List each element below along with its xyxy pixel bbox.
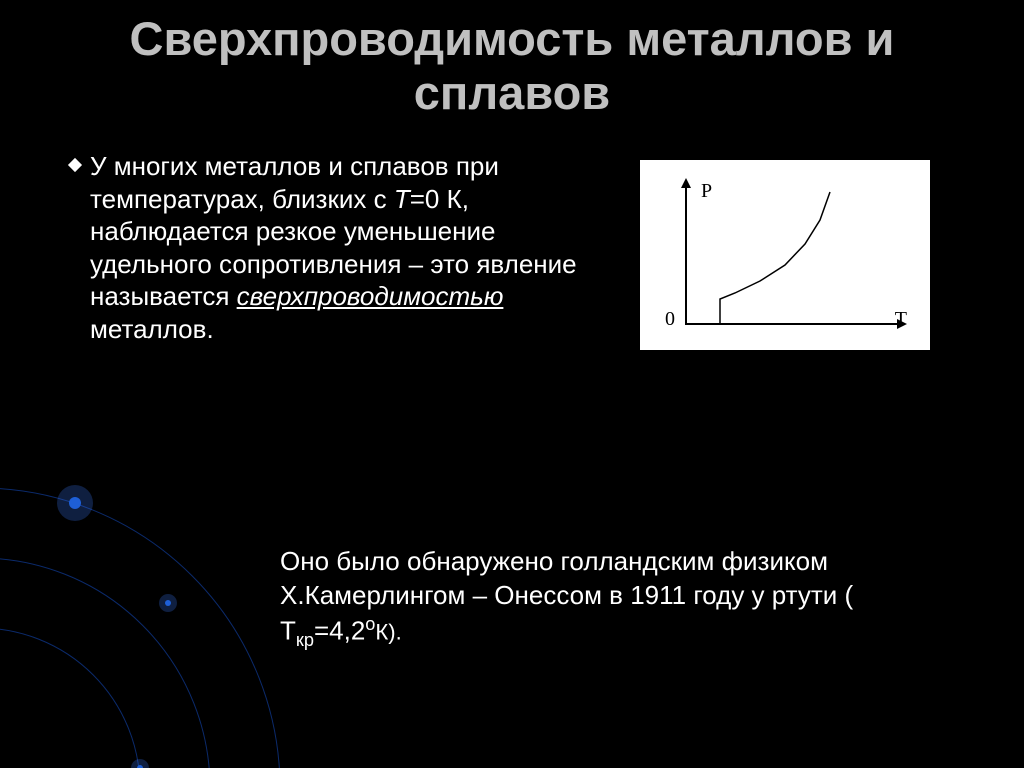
resistivity-chart: P 0 T — [640, 160, 930, 350]
footer-sub: кр — [296, 629, 314, 649]
body-tvar: Т — [394, 184, 410, 214]
bullet-item: У многих металлов и сплавов при температ… — [70, 150, 600, 345]
slide: Сверхпроводимость металлов и сплавов У м… — [0, 0, 1024, 768]
footer-mid: =4,2 — [314, 615, 365, 645]
origin-label: 0 — [665, 308, 675, 331]
footer-text: Оно было обнаружено голландским физиком … — [280, 545, 960, 652]
body-text: У многих металлов и сплавов при температ… — [70, 150, 600, 345]
body-post: металлов. — [90, 314, 214, 344]
chart-axes: P 0 T — [685, 180, 905, 325]
bullet-diamond-icon — [68, 158, 82, 172]
footer-sup: о — [365, 614, 375, 634]
curve-svg — [685, 180, 905, 325]
slide-title: Сверхпроводимость металлов и сплавов — [40, 12, 984, 120]
footer-post: К). — [375, 619, 401, 644]
resistivity-curve — [720, 192, 830, 325]
body-term: сверхпроводимостью — [237, 281, 504, 311]
